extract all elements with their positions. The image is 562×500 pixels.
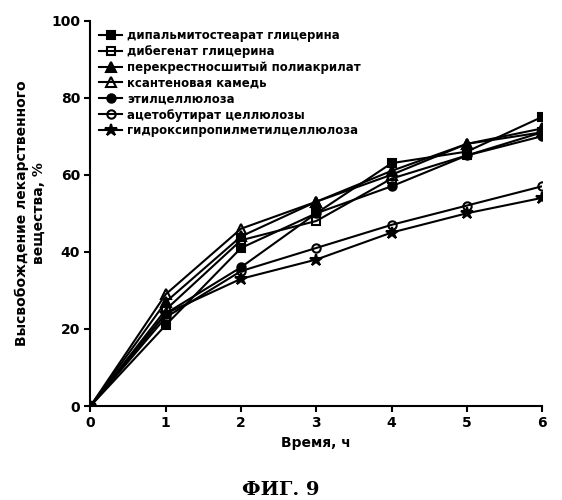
дибегенат глицерина — [162, 306, 169, 312]
этилцеллюлоза — [313, 210, 320, 216]
гидроксипропилметилцеллюлоза — [539, 195, 546, 201]
дибегенат глицерина — [464, 152, 470, 158]
этилцеллюлоза — [238, 264, 244, 270]
ацетобутират целлюлозы — [162, 314, 169, 320]
ацетобутират целлюлозы — [87, 403, 94, 409]
Line: перекрестносшитый полиакрилат: перекрестносшитый полиакрилат — [85, 124, 547, 411]
этилцеллюлоза — [87, 403, 94, 409]
Line: ацетобутират целлюлозы: ацетобутират целлюлозы — [87, 182, 546, 410]
дипальмитостеарат глицерина — [313, 210, 320, 216]
ацетобутират целлюлозы — [539, 184, 546, 190]
дибегенат глицерина — [388, 176, 395, 182]
перекрестносшитый полиакрилат — [539, 126, 546, 132]
гидроксипропилметилцеллюлоза — [313, 256, 320, 262]
дипальмитостеарат глицерина — [238, 245, 244, 251]
ацетобутират целлюлозы — [238, 268, 244, 274]
гидроксипропилметилцеллюлоза — [87, 403, 94, 409]
дипальмитостеарат глицерина — [539, 114, 546, 120]
ксантеновая камедь — [313, 198, 320, 204]
Line: ксантеновая камедь: ксантеновая камедь — [85, 128, 547, 411]
дибегенат глицерина — [238, 238, 244, 244]
дибегенат глицерина — [313, 218, 320, 224]
этилцеллюлоза — [162, 310, 169, 316]
Y-axis label: Высвобождение лекарственного
вещества, %: Высвобождение лекарственного вещества, % — [15, 80, 46, 346]
перекрестносшитый полиакрилат — [162, 299, 169, 305]
дипальмитостеарат глицерина — [87, 403, 94, 409]
дипальмитостеарат глицерина — [388, 160, 395, 166]
Text: ФИГ. 9: ФИГ. 9 — [242, 481, 320, 499]
гидроксипропилметилцеллюлоза — [162, 310, 169, 316]
Line: этилцеллюлоза: этилцеллюлоза — [87, 132, 546, 410]
Line: гидроксипропилметилцеллюлоза: гидроксипропилметилцеллюлоза — [84, 192, 549, 412]
ацетобутират целлюлозы — [388, 222, 395, 228]
ксантеновая камедь — [87, 403, 94, 409]
ксантеновая камедь — [539, 130, 546, 136]
ксантеновая камедь — [162, 291, 169, 297]
дибегенат глицерина — [539, 130, 546, 136]
этилцеллюлоза — [464, 152, 470, 158]
дипальмитостеарат глицерина — [162, 322, 169, 328]
этилцеллюлоза — [539, 133, 546, 139]
ацетобутират целлюлозы — [464, 202, 470, 208]
перекрестносшитый полиакрилат — [388, 168, 395, 174]
ксантеновая камедь — [238, 226, 244, 232]
дибегенат глицерина — [87, 403, 94, 409]
ксантеновая камедь — [388, 172, 395, 177]
этилцеллюлоза — [388, 184, 395, 190]
дипальмитостеарат глицерина — [464, 148, 470, 154]
перекрестносшитый полиакрилат — [313, 198, 320, 204]
гидроксипропилметилцеллюлоза — [238, 276, 244, 282]
перекрестносшитый полиакрилат — [87, 403, 94, 409]
гидроксипропилметилцеллюлоза — [388, 230, 395, 235]
Line: дипальмитостеарат глицерина: дипальмитостеарат глицерина — [87, 112, 546, 410]
Legend: дипальмитостеарат глицерина, дибегенат глицерина, перекрестносшитый полиакрилат,: дипальмитостеарат глицерина, дибегенат г… — [97, 26, 363, 140]
X-axis label: Время, ч: Время, ч — [282, 436, 351, 450]
ацетобутират целлюлозы — [313, 245, 320, 251]
Line: дибегенат глицерина: дибегенат глицерина — [87, 128, 546, 410]
ксантеновая камедь — [464, 141, 470, 147]
перекрестносшитый полиакрилат — [238, 234, 244, 239]
гидроксипропилметилцеллюлоза — [464, 210, 470, 216]
перекрестносшитый полиакрилат — [464, 141, 470, 147]
